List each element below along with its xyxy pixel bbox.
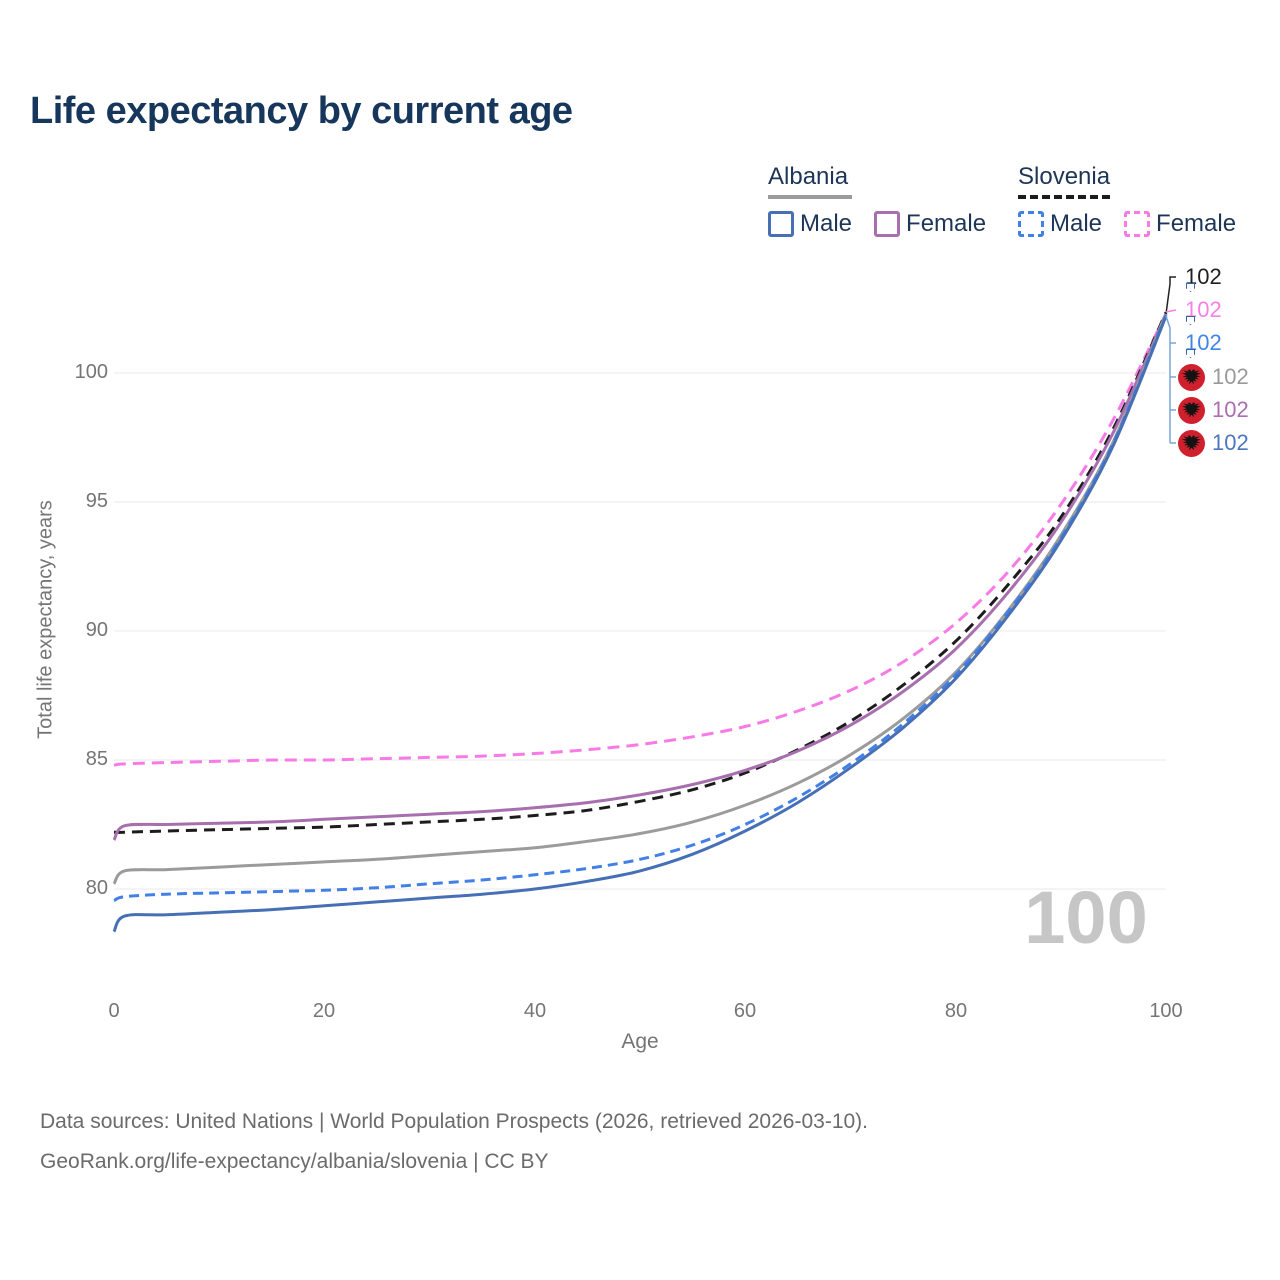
x-tick-80: 80: [944, 1000, 968, 1022]
legend-item-albania-female[interactable]: Female: [874, 210, 986, 238]
end-value: 102: [1212, 364, 1249, 389]
end-value: 102: [1212, 430, 1249, 455]
y-tick-100: 100: [74, 361, 108, 383]
series-line-slovenia-female[interactable]: [113, 313, 1168, 767]
albania-flag-icon: [1178, 363, 1205, 391]
legend-slovenia-header: Slovenia: [1018, 163, 1111, 190]
end-value: 102: [1212, 397, 1249, 422]
end-label-albania-male: 102: [1178, 429, 1249, 457]
albania-eagle-icon: [1181, 368, 1202, 384]
slovenia-female-swatch-icon: [1124, 211, 1151, 237]
albania-eagle-icon: [1181, 401, 1202, 417]
leader-bracket: [1165, 315, 1176, 444]
legend-slovenia-underline: [1018, 195, 1110, 199]
end-label-slovenia-female: 102: [1178, 296, 1222, 325]
leader-slovenia-total: [1165, 276, 1176, 315]
x-tick-40: 40: [523, 1000, 547, 1022]
series-line-slovenia-total[interactable]: [113, 311, 1168, 834]
series-line-albania-female[interactable]: [112, 313, 1168, 841]
albania-flag-icon: [1178, 396, 1205, 424]
footer-data-sources: Data sources: United Nations | World Pop…: [40, 1110, 869, 1133]
albania-eagle-icon: [1181, 434, 1202, 450]
y-tick-90: 90: [85, 619, 108, 641]
legend-albania-male-label: Male: [800, 210, 853, 237]
legend-albania-female-label: Female: [906, 210, 987, 237]
legend-albania-underline: [768, 195, 852, 199]
x-tick-0: 0: [108, 1000, 120, 1022]
albania-flag-icon: [1178, 429, 1205, 457]
end-label-albania-total: 102: [1178, 363, 1249, 391]
series-line-albania-male[interactable]: [112, 315, 1168, 933]
x-tick-100: 100: [1149, 1000, 1183, 1022]
series-line-albania-total[interactable]: [112, 313, 1168, 885]
series-line-slovenia-male[interactable]: [113, 314, 1168, 903]
page-title: Life expectancy by current age: [30, 90, 573, 132]
legend-albania-header: Albania: [768, 163, 849, 190]
legend-group-slovenia: Slovenia Male Female: [1018, 163, 1236, 238]
end-label-albania-female: 102: [1178, 396, 1249, 424]
legend-item-slovenia-male[interactable]: Male: [1018, 210, 1102, 238]
x-tick-20: 20: [312, 1000, 336, 1022]
legend-slovenia-male-label: Male: [1050, 210, 1103, 237]
legend-slovenia-female-label: Female: [1156, 210, 1237, 237]
y-tick-85: 85: [85, 748, 108, 770]
end-label-slovenia-total: 102: [1178, 263, 1222, 292]
albania-male-swatch-icon: [768, 211, 794, 237]
legend-group-albania: Albania Male Female: [768, 163, 986, 238]
x-tick-60: 60: [733, 1000, 757, 1022]
y-tick-95: 95: [85, 490, 108, 512]
slovenia-male-swatch-icon: [1018, 211, 1044, 237]
legend-item-albania-male[interactable]: Male: [768, 210, 852, 238]
footer-attribution: GeoRank.org/life-expectancy/albania/slov…: [40, 1150, 549, 1173]
legend-item-slovenia-female[interactable]: Female: [1124, 210, 1236, 238]
leader-slovenia-female: [1165, 309, 1177, 313]
y-tick-80: 80: [85, 877, 108, 899]
age-watermark: 100: [1024, 876, 1147, 959]
x-axis-title: Age: [621, 1030, 659, 1053]
end-label-slovenia-male: 102: [1178, 329, 1222, 358]
albania-female-swatch-icon: [874, 211, 901, 237]
